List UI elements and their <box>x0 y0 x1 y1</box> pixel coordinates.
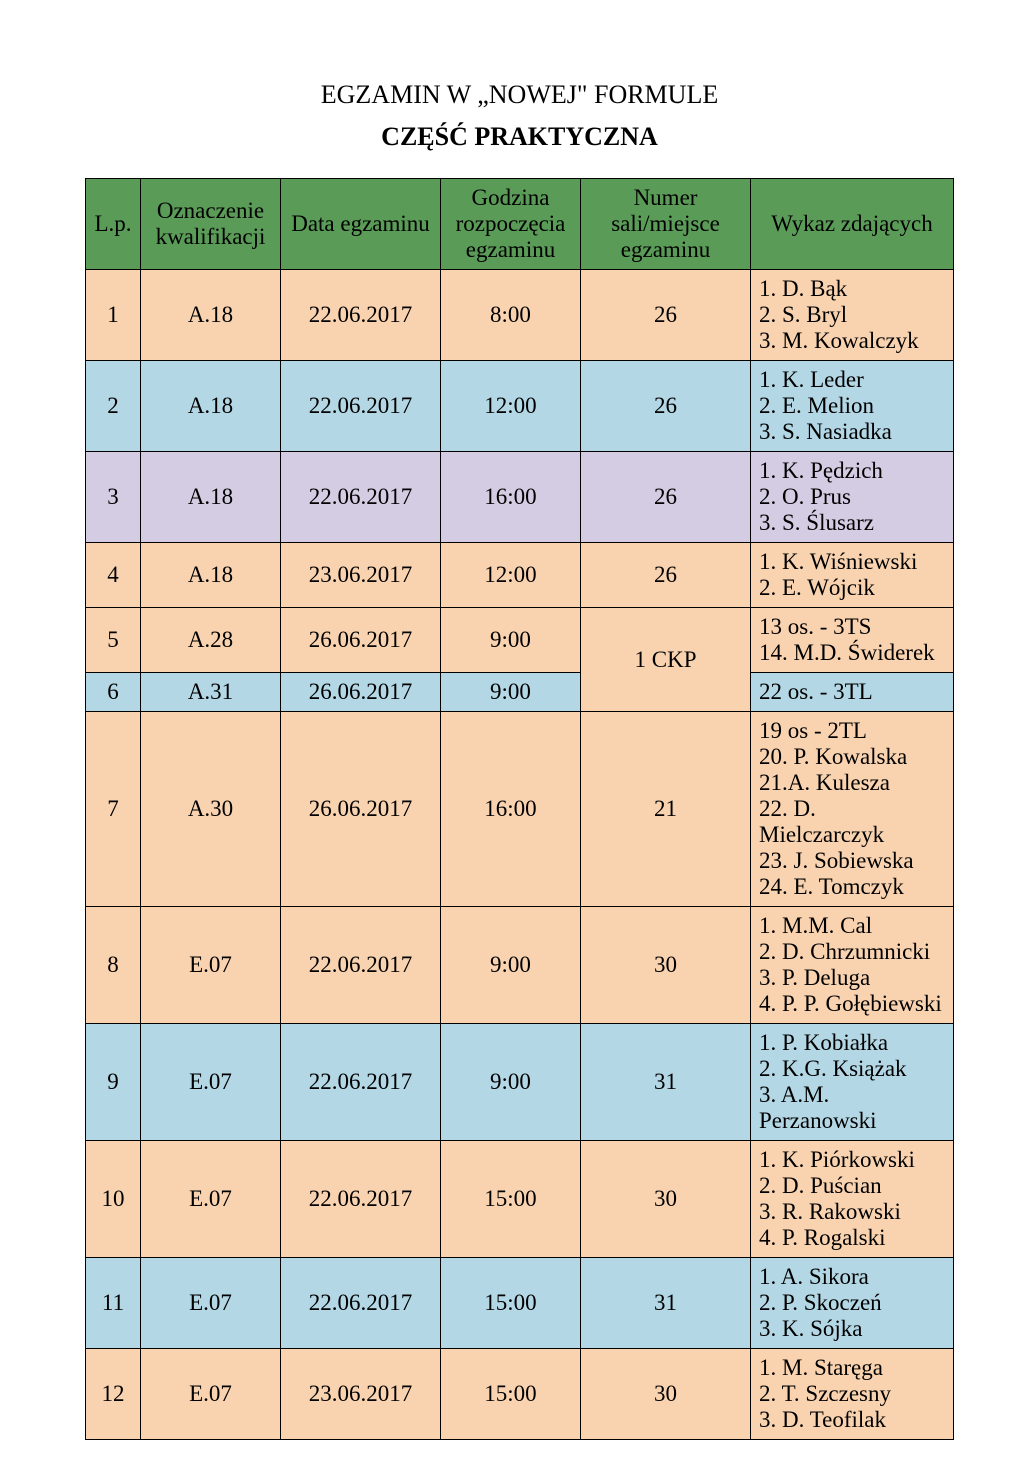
cell-kw: A.28 <box>141 608 281 673</box>
table-row: 8 E.07 22.06.2017 9:00 30 1. M.M. Cal2. … <box>86 907 954 1024</box>
table-row: 11 E.07 22.06.2017 15:00 31 1. A. Sikora… <box>86 1258 954 1349</box>
cell-kw: E.07 <box>141 1258 281 1349</box>
cell-lp: 9 <box>86 1024 141 1141</box>
cell-sal: 30 <box>581 907 751 1024</box>
table-row: 7 A.30 26.06.2017 16:00 21 19 os - 2TL20… <box>86 712 954 907</box>
cell-wyk: 1. K. Wiśniewski2. E. Wójcik <box>751 543 954 608</box>
table-row: 9 E.07 22.06.2017 9:00 31 1. P. Kobiałka… <box>86 1024 954 1141</box>
cell-wyk: 1. M. Staręga2. T. Szczesny3. D. Teofila… <box>751 1349 954 1440</box>
cell-kw: E.07 <box>141 907 281 1024</box>
table-row: 2 A.18 22.06.2017 12:00 26 1. K. Leder2.… <box>86 361 954 452</box>
cell-kw: E.07 <box>141 1024 281 1141</box>
cell-god: 16:00 <box>441 712 581 907</box>
cell-god: 9:00 <box>441 673 581 712</box>
header-sal: Numer sali/miejsce egzaminu <box>581 179 751 270</box>
cell-lp: 7 <box>86 712 141 907</box>
cell-kw: E.07 <box>141 1349 281 1440</box>
cell-god: 15:00 <box>441 1141 581 1258</box>
cell-god: 9:00 <box>441 608 581 673</box>
table-row: 3 A.18 22.06.2017 16:00 26 1. K. Pędzich… <box>86 452 954 543</box>
cell-sal: 31 <box>581 1024 751 1141</box>
cell-wyk: 1. P. Kobiałka2. K.G. Książak3. A.M. Per… <box>751 1024 954 1141</box>
cell-sal: 26 <box>581 452 751 543</box>
table-row: 1 A.18 22.06.2017 8:00 26 1. D. Bąk2. S.… <box>86 270 954 361</box>
cell-dat: 22.06.2017 <box>281 1258 441 1349</box>
cell-sal: 30 <box>581 1349 751 1440</box>
cell-dat: 22.06.2017 <box>281 452 441 543</box>
table-row: 12 E.07 23.06.2017 15:00 30 1. M. Staręg… <box>86 1349 954 1440</box>
cell-kw: A.31 <box>141 673 281 712</box>
cell-sal: 30 <box>581 1141 751 1258</box>
cell-god: 9:00 <box>441 907 581 1024</box>
header-lp: L.p. <box>86 179 141 270</box>
cell-wyk: 19 os - 2TL20. P. Kowalska21.A. Kulesza2… <box>751 712 954 907</box>
cell-lp: 11 <box>86 1258 141 1349</box>
header-wyk: Wykaz zdających <box>751 179 954 270</box>
cell-dat: 26.06.2017 <box>281 673 441 712</box>
cell-kw: A.18 <box>141 452 281 543</box>
cell-sal: 26 <box>581 361 751 452</box>
title-line-1: EGZAMIN W „NOWEJ" FORMULE <box>85 80 954 110</box>
cell-lp: 10 <box>86 1141 141 1258</box>
cell-dat: 22.06.2017 <box>281 361 441 452</box>
cell-sal: 31 <box>581 1258 751 1349</box>
cell-dat: 23.06.2017 <box>281 543 441 608</box>
cell-lp: 5 <box>86 608 141 673</box>
cell-wyk: 1. A. Sikora2. P. Skoczeń3. K. Sójka <box>751 1258 954 1349</box>
cell-sal: 26 <box>581 543 751 608</box>
cell-lp: 8 <box>86 907 141 1024</box>
cell-sal: 21 <box>581 712 751 907</box>
title-line-2: CZĘŚĆ PRAKTYCZNA <box>85 122 954 152</box>
header-kw: Oznaczenie kwalifikacji <box>141 179 281 270</box>
cell-kw: A.30 <box>141 712 281 907</box>
cell-dat: 26.06.2017 <box>281 608 441 673</box>
cell-god: 15:00 <box>441 1349 581 1440</box>
table-row: 4 A.18 23.06.2017 12:00 26 1. K. Wiśniew… <box>86 543 954 608</box>
cell-kw: E.07 <box>141 1141 281 1258</box>
cell-god: 15:00 <box>441 1258 581 1349</box>
cell-sal: 26 <box>581 270 751 361</box>
cell-dat: 22.06.2017 <box>281 270 441 361</box>
cell-dat: 22.06.2017 <box>281 1024 441 1141</box>
cell-lp: 3 <box>86 452 141 543</box>
cell-wyk: 1. K. Leder2. E. Melion3. S. Nasiadka <box>751 361 954 452</box>
cell-dat: 23.06.2017 <box>281 1349 441 1440</box>
header-god: Godzina rozpoczęcia egzaminu <box>441 179 581 270</box>
cell-lp: 1 <box>86 270 141 361</box>
cell-god: 16:00 <box>441 452 581 543</box>
cell-dat: 26.06.2017 <box>281 712 441 907</box>
cell-god: 12:00 <box>441 543 581 608</box>
exam-schedule-table: L.p. Oznaczenie kwalifikacji Data egzami… <box>85 178 954 1440</box>
cell-god: 8:00 <box>441 270 581 361</box>
cell-wyk: 13 os. - 3TS14. M.D. Świderek <box>751 608 954 673</box>
cell-wyk: 22 os. - 3TL <box>751 673 954 712</box>
header-dat: Data egzaminu <box>281 179 441 270</box>
cell-god: 9:00 <box>441 1024 581 1141</box>
cell-god: 12:00 <box>441 361 581 452</box>
cell-wyk: 1. M.M. Cal2. D. Chrzumnicki3. P. Deluga… <box>751 907 954 1024</box>
table-header-row: L.p. Oznaczenie kwalifikacji Data egzami… <box>86 179 954 270</box>
cell-lp: 12 <box>86 1349 141 1440</box>
cell-wyk: 1. D. Bąk2. S. Bryl3. M. Kowalczyk <box>751 270 954 361</box>
cell-wyk: 1. K. Pędzich2. O. Prus3. S. Ślusarz <box>751 452 954 543</box>
table-row: 10 E.07 22.06.2017 15:00 30 1. K. Piórko… <box>86 1141 954 1258</box>
cell-sal: 1 CKP <box>581 608 751 712</box>
cell-dat: 22.06.2017 <box>281 1141 441 1258</box>
cell-kw: A.18 <box>141 543 281 608</box>
table-row: 5 A.28 26.06.2017 9:00 1 CKP 13 os. - 3T… <box>86 608 954 673</box>
table-row: 6 A.31 26.06.2017 9:00 22 os. - 3TL <box>86 673 954 712</box>
cell-lp: 2 <box>86 361 141 452</box>
cell-kw: A.18 <box>141 361 281 452</box>
cell-kw: A.18 <box>141 270 281 361</box>
cell-lp: 4 <box>86 543 141 608</box>
cell-wyk: 1. K. Piórkowski2. D. Puścian3. R. Rakow… <box>751 1141 954 1258</box>
cell-lp: 6 <box>86 673 141 712</box>
cell-dat: 22.06.2017 <box>281 907 441 1024</box>
